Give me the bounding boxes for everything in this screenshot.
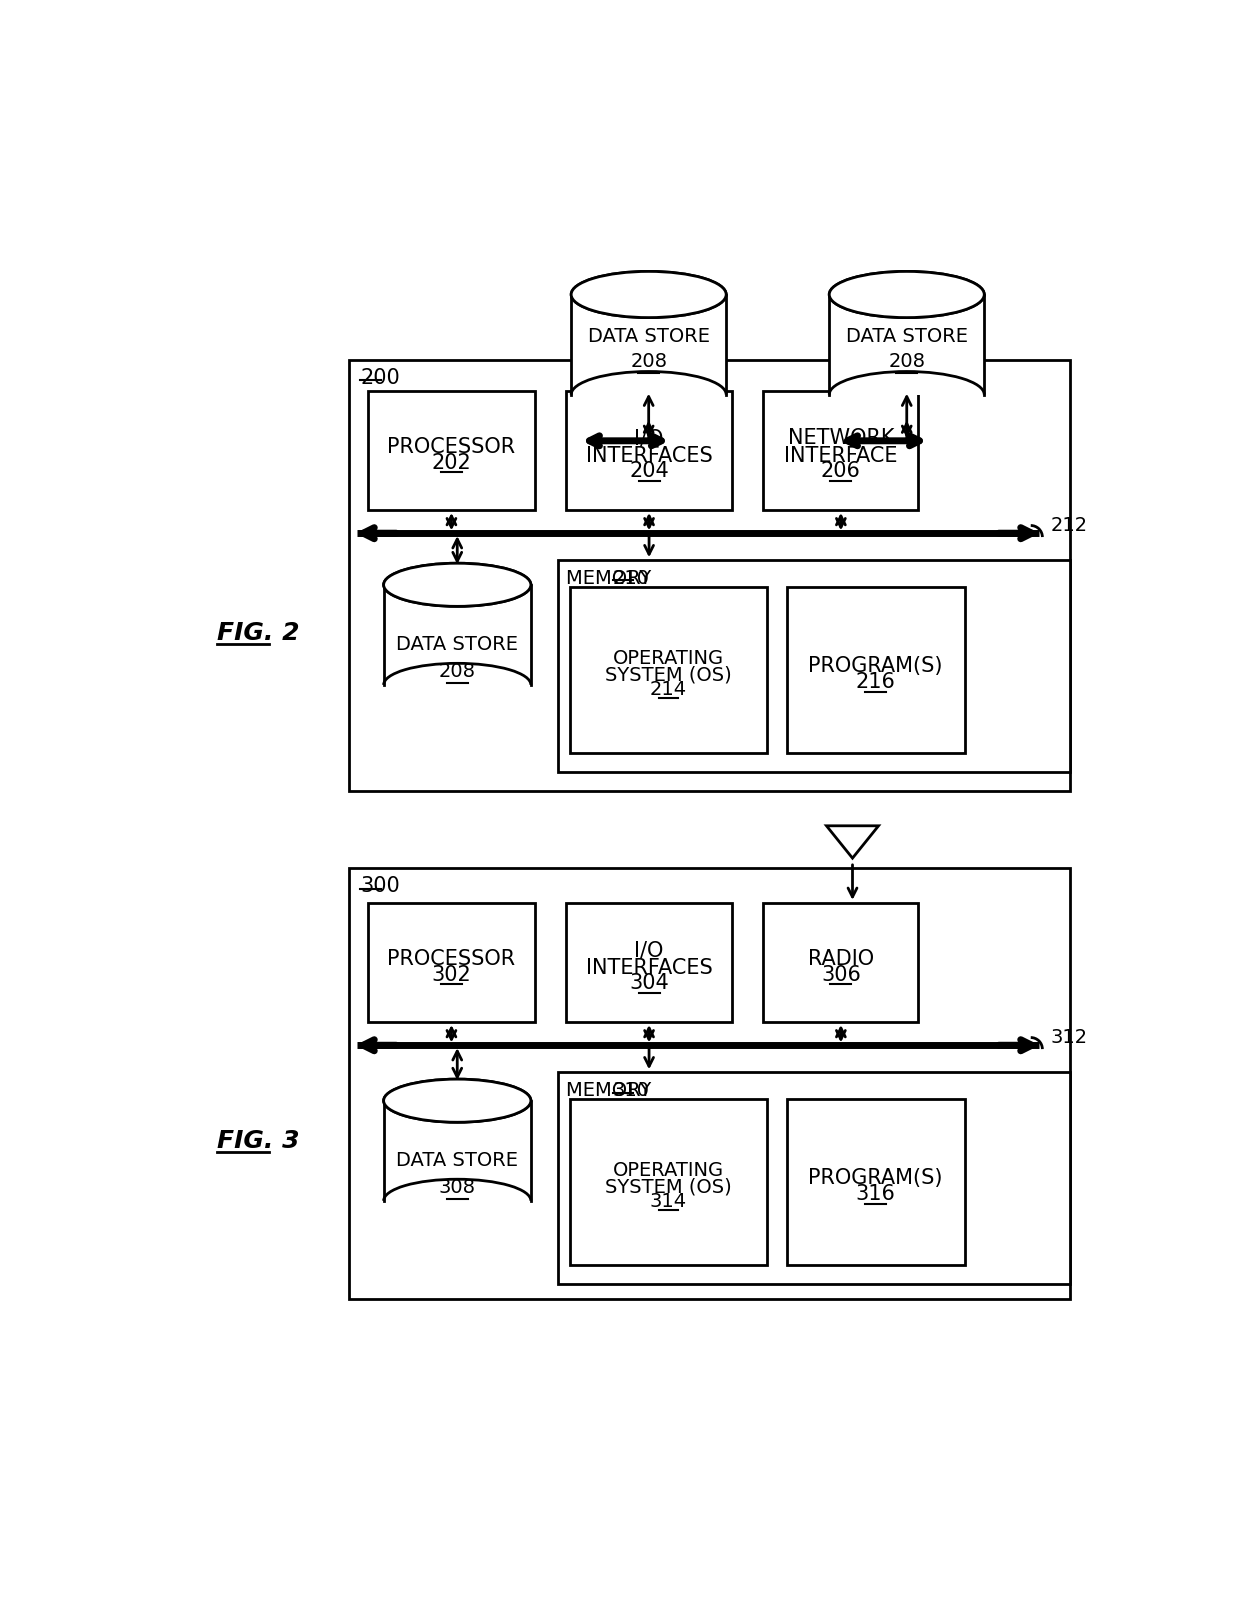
Text: MEMORY: MEMORY <box>565 569 657 588</box>
Text: MEMORY: MEMORY <box>565 1081 657 1100</box>
Text: DATA STORE: DATA STORE <box>397 635 518 654</box>
Bar <box>565 902 733 1022</box>
Text: 216: 216 <box>856 672 895 692</box>
Ellipse shape <box>572 272 727 318</box>
Text: 310: 310 <box>613 1081 650 1100</box>
Bar <box>786 586 965 753</box>
Bar <box>764 390 919 510</box>
Text: SYSTEM (OS): SYSTEM (OS) <box>605 1178 732 1196</box>
Bar <box>558 561 1069 771</box>
Ellipse shape <box>383 1079 531 1123</box>
Bar <box>368 390 534 510</box>
Bar <box>764 902 919 1022</box>
Text: 316: 316 <box>856 1184 895 1204</box>
Bar <box>572 295 727 395</box>
Text: INTERFACES: INTERFACES <box>585 446 713 465</box>
Text: RADIO: RADIO <box>807 949 874 969</box>
Bar <box>383 1100 531 1200</box>
Text: 304: 304 <box>629 974 668 993</box>
Text: PROCESSOR: PROCESSOR <box>387 437 516 457</box>
Text: DATA STORE: DATA STORE <box>846 327 967 347</box>
Text: 302: 302 <box>432 964 471 985</box>
Bar <box>565 390 733 510</box>
Text: 204: 204 <box>629 462 668 481</box>
Text: NETWORK: NETWORK <box>787 428 894 449</box>
Bar <box>348 868 1069 1299</box>
Ellipse shape <box>572 272 727 318</box>
Text: FIG. 3: FIG. 3 <box>217 1129 300 1153</box>
Text: FIG. 2: FIG. 2 <box>217 622 300 645</box>
Text: I/O: I/O <box>635 428 663 449</box>
Bar <box>786 1098 965 1265</box>
Bar <box>348 360 1069 791</box>
Text: I/O: I/O <box>635 940 663 961</box>
Bar <box>368 902 534 1022</box>
Ellipse shape <box>383 564 531 606</box>
Text: 208: 208 <box>888 352 925 371</box>
Text: PROGRAM(S): PROGRAM(S) <box>808 1168 942 1189</box>
Ellipse shape <box>830 272 985 318</box>
Bar <box>569 586 768 753</box>
Bar <box>558 1072 1069 1285</box>
Text: 314: 314 <box>650 1192 687 1210</box>
Text: 300: 300 <box>361 876 401 896</box>
Ellipse shape <box>830 272 985 318</box>
Text: 312: 312 <box>1050 1029 1087 1047</box>
Text: OPERATING: OPERATING <box>613 650 724 667</box>
Text: 212: 212 <box>1050 517 1087 535</box>
Text: 214: 214 <box>650 680 687 698</box>
Text: 306: 306 <box>821 964 861 985</box>
Text: 210: 210 <box>613 569 650 588</box>
Bar <box>383 585 531 685</box>
Text: 202: 202 <box>432 452 471 473</box>
Text: 308: 308 <box>439 1178 476 1197</box>
Text: 208: 208 <box>630 352 667 371</box>
Text: DATA STORE: DATA STORE <box>397 1152 518 1170</box>
Bar <box>830 295 985 395</box>
Text: 206: 206 <box>821 462 861 481</box>
Text: INTERFACE: INTERFACE <box>784 446 898 465</box>
Text: 208: 208 <box>439 663 476 682</box>
Text: DATA STORE: DATA STORE <box>588 327 709 347</box>
Ellipse shape <box>383 1079 531 1123</box>
Polygon shape <box>826 826 878 859</box>
Text: 200: 200 <box>361 368 401 387</box>
Text: PROGRAM(S): PROGRAM(S) <box>808 656 942 677</box>
Ellipse shape <box>383 564 531 606</box>
Text: OPERATING: OPERATING <box>613 1162 724 1179</box>
Bar <box>569 1098 768 1265</box>
Text: PROCESSOR: PROCESSOR <box>387 949 516 969</box>
Text: SYSTEM (OS): SYSTEM (OS) <box>605 666 732 684</box>
Text: INTERFACES: INTERFACES <box>585 957 713 978</box>
